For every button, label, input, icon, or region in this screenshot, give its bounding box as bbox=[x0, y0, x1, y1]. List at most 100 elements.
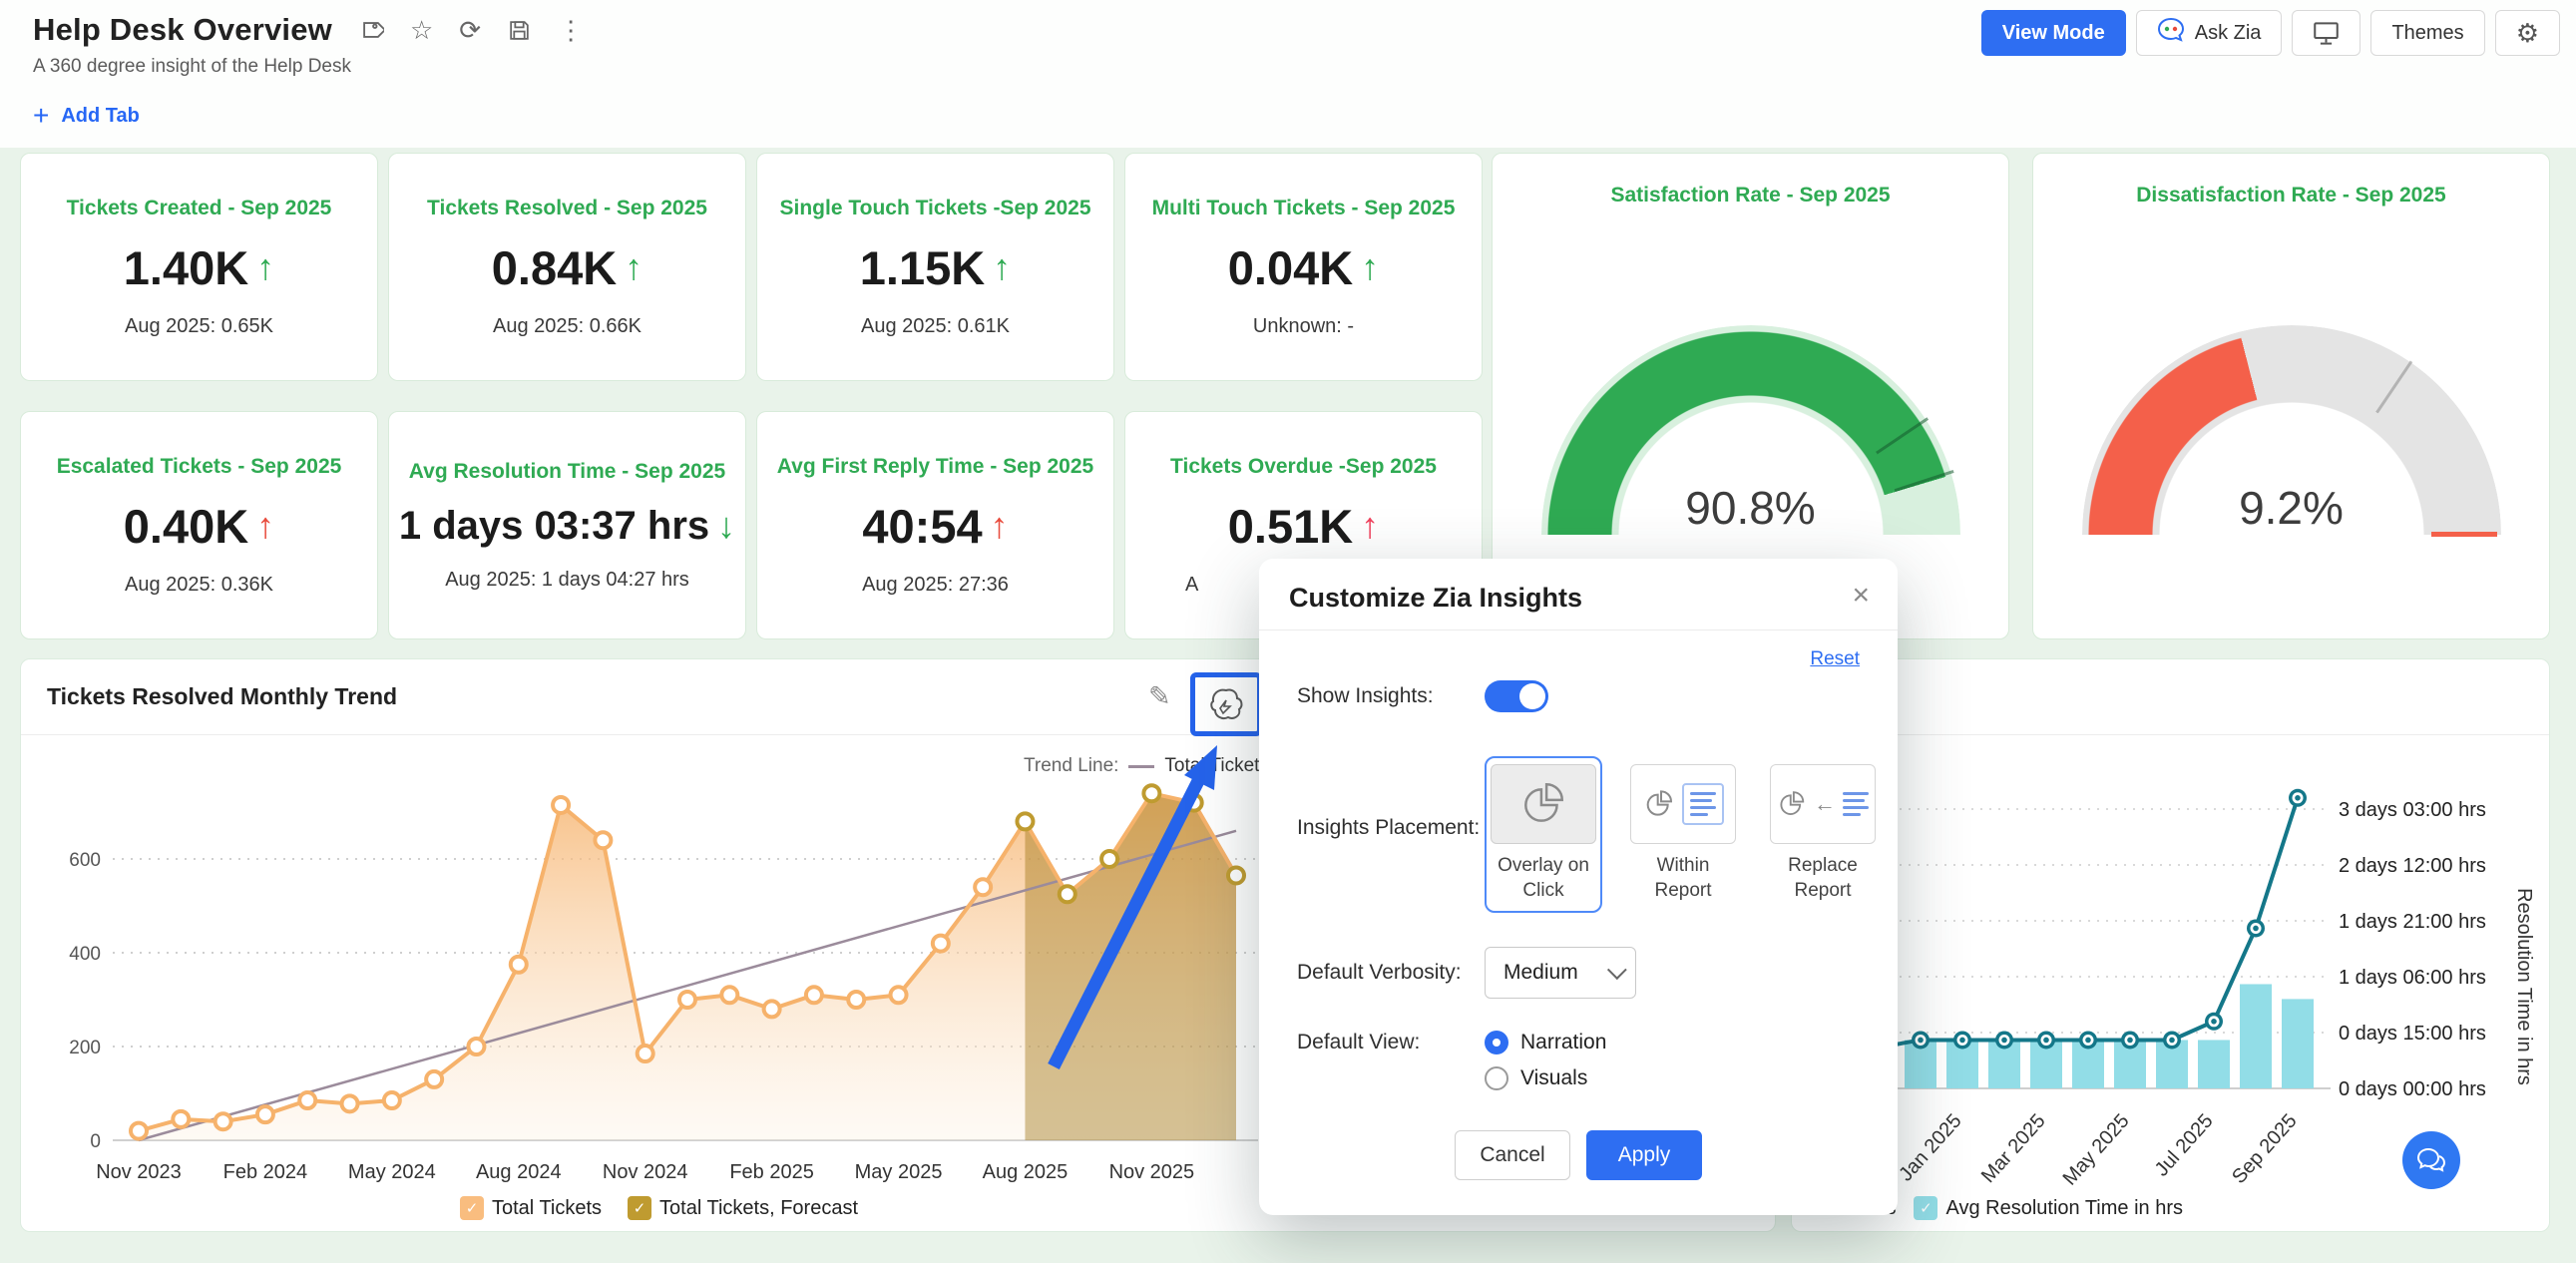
report-lines-icon bbox=[1681, 783, 1724, 825]
kpi-value: 0.84K ↑ bbox=[491, 240, 644, 294]
settings-button[interactable]: ⚙ bbox=[2494, 10, 2560, 56]
kpi-comparison: Aug 2025: 27:36 bbox=[862, 573, 1009, 596]
trend-arrow-icon: ↑ bbox=[256, 505, 275, 546]
kpi-card: Escalated Tickets - Sep 2025 0.40K ↑ Aug … bbox=[20, 411, 378, 639]
star-icon[interactable]: ☆ bbox=[409, 14, 434, 45]
placement-option-within-report[interactable]: Within Report bbox=[1624, 756, 1742, 913]
zia-chat-fab[interactable] bbox=[2402, 1131, 2460, 1189]
kpi-value: 0.51K ↑ bbox=[1227, 499, 1380, 553]
svg-text:1 days 21:00 hrs: 1 days 21:00 hrs bbox=[2339, 911, 2486, 933]
svg-text:Jan 2025: Jan 2025 bbox=[1895, 1110, 1965, 1186]
kpi-title: Avg Resolution Time - Sep 2025 bbox=[408, 459, 726, 483]
radio-selected-icon bbox=[1485, 1031, 1508, 1055]
chevron-down-icon bbox=[1606, 960, 1627, 981]
svg-text:2 days 12:00 hrs: 2 days 12:00 hrs bbox=[2339, 855, 2486, 877]
checkbox-icon: ✓ bbox=[1914, 1196, 1938, 1220]
trend-arrow-icon: ↑ bbox=[990, 505, 1009, 546]
kpi-card: Tickets Resolved - Sep 2025 0.84K ↑ Aug 2… bbox=[388, 153, 746, 381]
chat-bubbles-icon bbox=[2416, 1147, 2446, 1172]
verbosity-select[interactable]: Medium bbox=[1485, 947, 1636, 1000]
svg-text:Mar 2025: Mar 2025 bbox=[1977, 1110, 2050, 1188]
svg-text:Resolution Time in hrs: Resolution Time in hrs bbox=[2513, 888, 2535, 1085]
kpi-card: Avg First Reply Time - Sep 2025 40:54 ↑ A… bbox=[756, 411, 1114, 639]
svg-text:Nov 2025: Nov 2025 bbox=[1109, 1161, 1195, 1183]
legend-item[interactable]: ✓ Total Tickets, Forecast bbox=[628, 1196, 858, 1220]
themes-button[interactable]: Themes bbox=[2370, 10, 2485, 56]
save-icon[interactable] bbox=[507, 18, 532, 43]
pie-chart-icon bbox=[1646, 790, 1672, 816]
report-lines-icon bbox=[1843, 792, 1869, 816]
placement-option-replace-report[interactable]: ← Replace Report bbox=[1764, 756, 1882, 913]
kpi-title: Tickets Resolved - Sep 2025 bbox=[427, 196, 707, 219]
panel-title: Tickets Resolved Monthly Trend bbox=[47, 683, 398, 709]
show-insights-toggle[interactable] bbox=[1485, 680, 1548, 712]
kpi-value: 1 days 03:37 hrs ↓ bbox=[398, 503, 736, 548]
app-header: Help Desk Overview ☆ ⟳ ⋮ A 360 degree in… bbox=[0, 0, 2576, 148]
left-arrow-icon: ← bbox=[1814, 791, 1836, 816]
edit-pencil-icon[interactable]: ✎ bbox=[1148, 681, 1171, 711]
kpi-card: Avg Resolution Time - Sep 2025 1 days 03… bbox=[388, 411, 746, 639]
svg-text:200: 200 bbox=[69, 1038, 101, 1058]
svg-text:Aug 2024: Aug 2024 bbox=[476, 1161, 562, 1183]
right-chart-legend: n hrs ✓Avg Resolution Time in hrs bbox=[1852, 1196, 2183, 1220]
trend-arrow-icon: ↑ bbox=[625, 246, 644, 287]
presentation-button[interactable] bbox=[2292, 10, 2361, 56]
refresh-icon[interactable]: ⟳ bbox=[459, 14, 482, 45]
svg-text:600: 600 bbox=[69, 850, 101, 871]
zia-insights-icon bbox=[1210, 688, 1243, 720]
legend-item[interactable]: ✓ Total Tickets bbox=[460, 1196, 602, 1220]
view-mode-button[interactable]: View Mode bbox=[1980, 10, 2126, 56]
trend-arrow-icon: ↑ bbox=[993, 246, 1012, 287]
ask-zia-button[interactable]: Ask Zia bbox=[2135, 10, 2283, 56]
kpi-comparison: Unknown: - bbox=[1252, 314, 1355, 337]
kpi-title: Tickets Created - Sep 2025 bbox=[66, 196, 332, 219]
svg-text:1 days 06:00 hrs: 1 days 06:00 hrs bbox=[2339, 967, 2486, 989]
svg-text:Feb 2025: Feb 2025 bbox=[729, 1161, 814, 1183]
gauge-title: Satisfaction Rate - Sep 2025 bbox=[1610, 184, 1891, 207]
kpi-comparison: Aug 2025: 0.65K bbox=[124, 314, 273, 337]
customize-zia-insights-modal: Customize Zia Insights × Reset Show Insi… bbox=[1259, 559, 1898, 1215]
svg-text:0: 0 bbox=[90, 1131, 101, 1152]
trend-arrow-icon: ↑ bbox=[256, 246, 275, 287]
svg-text:May 2025: May 2025 bbox=[855, 1161, 943, 1183]
dissatisfaction-gauge: 9.2% bbox=[2081, 325, 2501, 537]
reset-link[interactable]: Reset bbox=[1810, 648, 1860, 669]
kebab-menu-icon[interactable]: ⋮ bbox=[558, 14, 585, 45]
checkbox-icon: ✓ bbox=[460, 1196, 484, 1220]
svg-text:0 days 00:00 hrs: 0 days 00:00 hrs bbox=[2339, 1078, 2486, 1100]
kpi-title: Tickets Overdue -Sep 2025 bbox=[1170, 454, 1437, 478]
satisfaction-gauge: 90.8% bbox=[1540, 325, 1960, 537]
zia-insights-icon-highlighted[interactable] bbox=[1190, 672, 1262, 736]
trend-arrow-icon: ↑ bbox=[1361, 246, 1380, 287]
kpi-value: 1.15K ↑ bbox=[859, 240, 1012, 294]
trendline-sample bbox=[1128, 764, 1155, 768]
left-chart-legend: ✓ Total Tickets ✓ Total Tickets, Forecast bbox=[460, 1196, 858, 1220]
dissatisfaction-gauge-card: Dissatisfaction Rate - Sep 2025 9.2% bbox=[2032, 153, 2550, 639]
radio-icon bbox=[1485, 1066, 1508, 1091]
show-insights-label: Show Insights: bbox=[1297, 684, 1434, 707]
svg-text:400: 400 bbox=[69, 944, 101, 965]
trendline-legend: Trend Line: Total Tickets bbox=[1024, 755, 1269, 776]
placement-option-overlay-on-click[interactable]: Overlay on Click bbox=[1485, 756, 1602, 914]
satisfaction-gauge-card: Satisfaction Rate - Sep 2025 90.8% bbox=[1492, 153, 2009, 639]
radio-narration[interactable]: Narration bbox=[1485, 1031, 1606, 1055]
kpi-value: 0.40K ↑ bbox=[123, 499, 275, 553]
gauge-title: Dissatisfaction Rate - Sep 2025 bbox=[2136, 184, 2446, 207]
apply-button[interactable]: Apply bbox=[1586, 1130, 1702, 1181]
kpi-card: Multi Touch Tickets - Sep 2025 0.04K ↑ Un… bbox=[1124, 153, 1483, 381]
plus-icon: + bbox=[33, 100, 50, 131]
radio-visuals[interactable]: Visuals bbox=[1485, 1066, 1606, 1091]
gauge-target-tick bbox=[2430, 532, 2497, 537]
svg-text:Feb 2024: Feb 2024 bbox=[223, 1161, 308, 1183]
svg-text:Aug 2025: Aug 2025 bbox=[983, 1161, 1069, 1183]
trend-arrow-icon: ↓ bbox=[717, 505, 736, 546]
legend-item[interactable]: ✓ Avg Resolution Time in hrs bbox=[1914, 1196, 2183, 1220]
svg-text:0 days 15:00 hrs: 0 days 15:00 hrs bbox=[2339, 1023, 2486, 1045]
checkbox-icon: ✓ bbox=[628, 1196, 652, 1220]
cancel-button[interactable]: Cancel bbox=[1455, 1130, 1570, 1181]
close-icon[interactable]: × bbox=[1852, 579, 1870, 612]
svg-text:Jul 2025: Jul 2025 bbox=[2151, 1110, 2218, 1181]
add-tab-link[interactable]: + Add Tab bbox=[33, 100, 140, 131]
tag-icon[interactable] bbox=[358, 17, 384, 43]
kpi-comparison: A bbox=[1185, 573, 1199, 596]
